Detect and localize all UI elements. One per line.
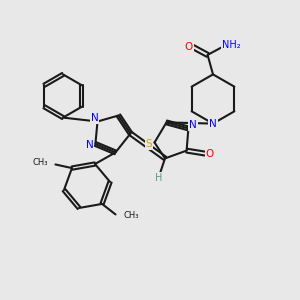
Text: N: N xyxy=(85,140,93,151)
Text: N: N xyxy=(209,118,217,129)
Text: H: H xyxy=(155,173,163,183)
Text: S: S xyxy=(146,139,152,149)
Text: CH₃: CH₃ xyxy=(32,158,48,167)
Text: CH₃: CH₃ xyxy=(124,212,140,220)
Text: O: O xyxy=(206,148,214,159)
Text: O: O xyxy=(184,41,193,52)
Text: N: N xyxy=(91,113,98,123)
Text: N: N xyxy=(189,120,197,130)
Text: NH₂: NH₂ xyxy=(222,40,241,50)
